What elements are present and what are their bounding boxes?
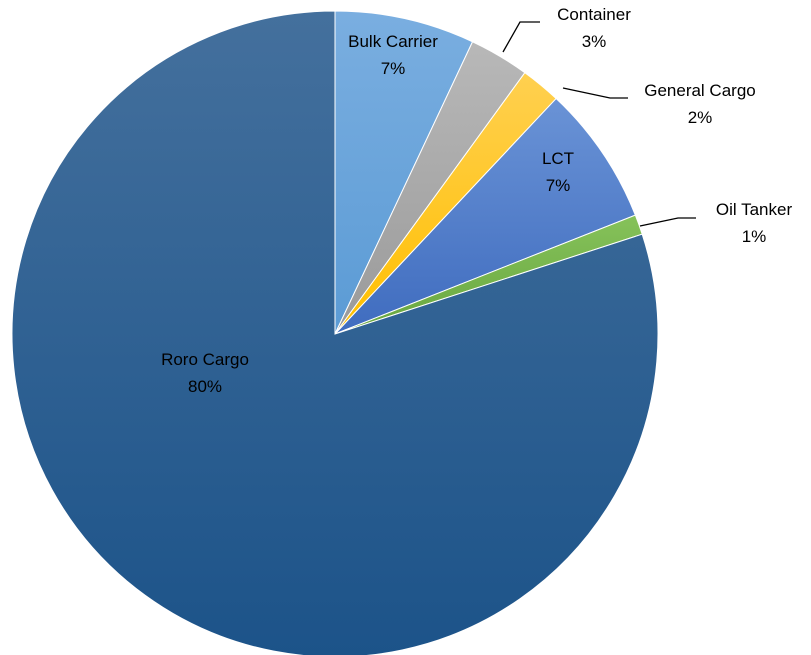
category-name: Oil Tanker bbox=[716, 200, 793, 219]
leader-line-oil-tanker bbox=[639, 217, 696, 227]
percentage-value: 7% bbox=[381, 59, 406, 78]
percentage-value: 3% bbox=[582, 32, 607, 51]
data-label-oil-tanker: Oil Tanker 1% bbox=[716, 200, 793, 246]
pie-slices bbox=[11, 10, 659, 655]
category-name: Roro Cargo bbox=[161, 350, 249, 369]
data-label-general-cargo: General Cargo 2% bbox=[644, 81, 756, 127]
percentage-value: 1% bbox=[742, 227, 767, 246]
leader-line-container bbox=[502, 21, 540, 53]
category-name: Bulk Carrier bbox=[348, 32, 438, 51]
data-labels: Bulk Carrier 7% Container 3% General Cargo 2%… bbox=[161, 5, 792, 396]
leader-line-general-cargo bbox=[562, 87, 628, 99]
pie-slice-bulk-carrier bbox=[334, 10, 474, 335]
data-label-container: Container 3% bbox=[557, 5, 631, 51]
data-label-bulk-carrier: Bulk Carrier 7% bbox=[348, 32, 438, 78]
category-name: General Cargo bbox=[644, 81, 756, 100]
percentage-value: 80% bbox=[188, 377, 222, 396]
pie-slice-roro-cargo bbox=[11, 10, 659, 655]
data-label-roro-cargo: Roro Cargo 80% bbox=[161, 350, 249, 396]
percentage-value: 2% bbox=[688, 108, 713, 127]
pie-slice-lct bbox=[334, 97, 636, 335]
category-name: Container bbox=[557, 5, 631, 24]
category-name: LCT bbox=[542, 149, 574, 168]
percentage-value: 7% bbox=[546, 176, 571, 195]
data-label-lct: LCT 7% bbox=[542, 149, 574, 195]
leader-lines bbox=[502, 21, 696, 227]
